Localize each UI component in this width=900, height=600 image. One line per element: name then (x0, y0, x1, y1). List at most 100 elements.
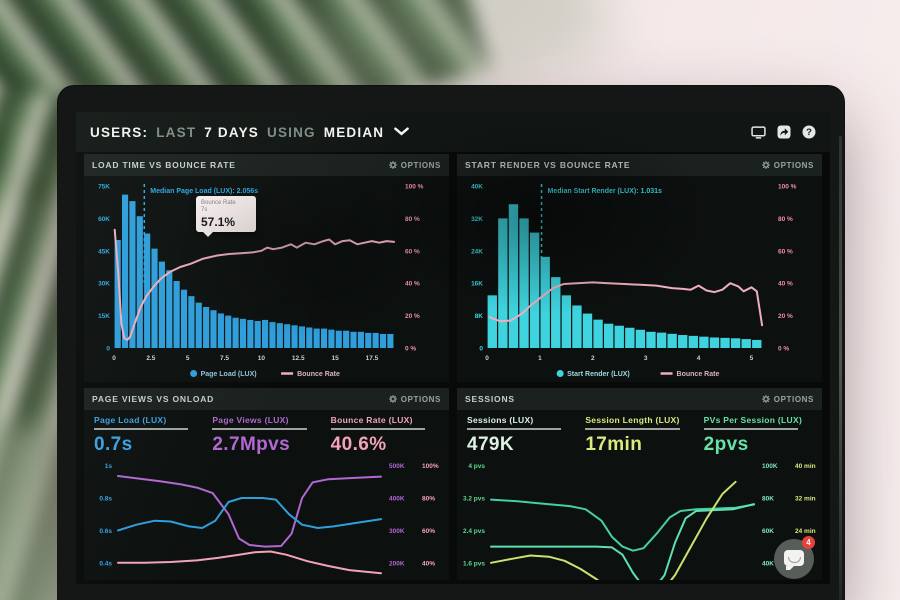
svg-text:32K: 32K (471, 216, 483, 223)
panel-title: START RENDER VS BOUNCE RATE (465, 160, 631, 170)
svg-text:80K: 80K (762, 496, 774, 503)
options-button[interactable]: OPTIONS (388, 161, 441, 170)
svg-text:Page Load (LUX): Page Load (LUX) (201, 371, 257, 378)
panel-sessions: SESSIONS OPTIONS Sessions (LUX) 479K (457, 388, 822, 580)
svg-text:16K: 16K (471, 281, 483, 288)
options-button[interactable]: OPTIONS (761, 394, 814, 404)
svg-text:2.5: 2.5 (146, 355, 155, 362)
tooltip-x-value: 7s (201, 207, 208, 213)
dashboard-header: USERS: LAST 7 DAYS USING MEDIAN ? (76, 112, 830, 152)
metric-value: 17min (585, 434, 643, 455)
metric-value: 2.7Mpvs (212, 434, 291, 455)
help-icon[interactable]: ? (802, 125, 816, 139)
load-time-histogram[interactable]: 75K 60K 45K 30K 15K 0 100 % 80 % 60 % 40 % 20 % 0 %… (84, 176, 449, 382)
svg-text:80%: 80% (422, 496, 435, 503)
tooltip-series: Bounce Rate (201, 200, 236, 206)
start-render-histogram[interactable]: 40K 32K 24K 16K 8K 0 100 % 80 % 60 % 40 % 20 % 0 % 0… (457, 176, 822, 382)
chart-tooltip: Bounce Rate 7s 57.1% (196, 196, 256, 237)
svg-text:45K: 45K (98, 248, 110, 255)
svg-text:Bounce Rate: Bounce Rate (297, 371, 340, 378)
svg-text:0.8s: 0.8s (99, 496, 112, 503)
svg-text:12.5: 12.5 (292, 355, 305, 362)
metric-label: PVs Per Session (LUX) (703, 415, 803, 425)
gear-icon (761, 161, 770, 169)
metric-underline (585, 428, 680, 430)
svg-text:0 %: 0 % (778, 346, 789, 353)
svg-text:60%: 60% (422, 528, 435, 535)
svg-text:0.4s: 0.4s (99, 560, 112, 567)
notification-badge: 4 (802, 536, 815, 549)
panel-load-time: LOAD TIME VS BOUNCE RATE OPTIONS 75K 60K 4… (84, 154, 449, 382)
metric-page-load: Page Load (LUX) 0.7s (94, 415, 202, 456)
svg-text:0: 0 (479, 346, 483, 353)
options-label: OPTIONS (773, 394, 814, 404)
svg-text:400K: 400K (389, 496, 405, 503)
panel-title: LOAD TIME VS BOUNCE RATE (92, 160, 236, 170)
metric-label: Page Views (LUX) (212, 415, 289, 425)
svg-text:4 pvs: 4 pvs (468, 463, 485, 470)
panel-sessions-header: SESSIONS OPTIONS (457, 388, 822, 410)
svg-text:20 %: 20 % (778, 313, 793, 320)
svg-text:0: 0 (112, 355, 116, 362)
panel-load-time-header: LOAD TIME VS BOUNCE RATE OPTIONS (84, 154, 449, 176)
header-metric-dropdown[interactable]: MEDIAN (323, 124, 385, 140)
metric-session-length: Session Length (LUX) 17min (585, 415, 693, 456)
svg-text:4: 4 (697, 355, 701, 362)
svg-text:0 %: 0 % (405, 346, 416, 353)
svg-text:5: 5 (750, 355, 754, 362)
panel-page-views-header: PAGE VIEWS VS ONLOAD OPTIONS (84, 388, 449, 410)
svg-text:100 %: 100 % (405, 184, 424, 191)
metric-value: 479K (467, 434, 515, 455)
options-label: OPTIONS (773, 160, 814, 170)
header-range-label: 7 DAYS (204, 124, 259, 140)
panel-page-views: PAGE VIEWS VS ONLOAD OPTIONS Page Load (… (84, 388, 449, 580)
sessions-metrics: Sessions (LUX) 479K Session Length (LUX)… (457, 410, 822, 458)
svg-text:3.2 pvs: 3.2 pvs (463, 496, 485, 503)
laptop-bezel-edge (839, 136, 842, 600)
svg-text:32 min: 32 min (795, 496, 816, 503)
svg-text:10: 10 (258, 355, 266, 362)
chat-widget-button[interactable]: 4 (774, 536, 815, 579)
share-icon[interactable] (777, 125, 791, 139)
svg-text:40%: 40% (422, 560, 435, 567)
options-button[interactable]: OPTIONS (761, 160, 814, 170)
svg-text:Start Render (LUX): Start Render (LUX) (567, 371, 630, 378)
svg-text:15: 15 (331, 355, 339, 362)
tooltip-value: 57.1% (201, 215, 236, 229)
metric-label: Page Load (LUX) (94, 415, 167, 425)
svg-text:0: 0 (485, 355, 489, 362)
svg-text:40K: 40K (471, 184, 483, 191)
metric-value: 0.7s (94, 434, 133, 455)
svg-text:60K: 60K (762, 528, 774, 535)
svg-text:100K: 100K (762, 463, 778, 470)
svg-text:2: 2 (591, 355, 595, 362)
chevron-down-icon[interactable] (394, 123, 410, 141)
svg-text:200K: 200K (389, 560, 405, 567)
svg-text:8K: 8K (475, 313, 484, 320)
svg-text:40K: 40K (762, 560, 774, 567)
svg-text:Median Page Load (LUX): 2.056s: Median Page Load (LUX): 2.056s (150, 188, 258, 195)
page-views-linechart[interactable]: 1s 0.8s 0.6s 0.4s 500K 400K 300K 200K 100% 80% 60%… (84, 458, 449, 580)
svg-text:3: 3 (644, 355, 648, 362)
svg-text:80 %: 80 % (405, 216, 420, 223)
gear-icon (761, 395, 770, 403)
svg-text:75K: 75K (98, 184, 110, 191)
options-button[interactable]: OPTIONS (388, 395, 441, 404)
header-last-label: LAST (156, 124, 197, 140)
svg-text:30K: 30K (98, 281, 110, 288)
metric-label: Bounce Rate (LUX) (330, 415, 413, 425)
chat-bubble-icon (784, 550, 804, 570)
svg-text:1: 1 (538, 355, 542, 362)
svg-text:Median Start Render (LUX): 1.0: Median Start Render (LUX): 1.031s (548, 188, 662, 195)
display-icon[interactable] (751, 125, 766, 139)
metric-underline (467, 428, 562, 430)
svg-text:1s: 1s (105, 463, 113, 470)
sessions-linechart[interactable]: 4 pvs 3.2 pvs 2.4 pvs 1.6 pvs 100K 80K 60K 40K 4… (457, 458, 822, 580)
header-users-label: USERS: (90, 124, 149, 140)
panel-start-render-header: START RENDER VS BOUNCE RATE OPTIONS (457, 154, 822, 176)
metric-value: 40.6% (330, 434, 387, 455)
svg-text:17.5: 17.5 (366, 355, 379, 362)
svg-text:40 %: 40 % (778, 281, 793, 288)
svg-text:60 %: 60 % (778, 248, 793, 255)
